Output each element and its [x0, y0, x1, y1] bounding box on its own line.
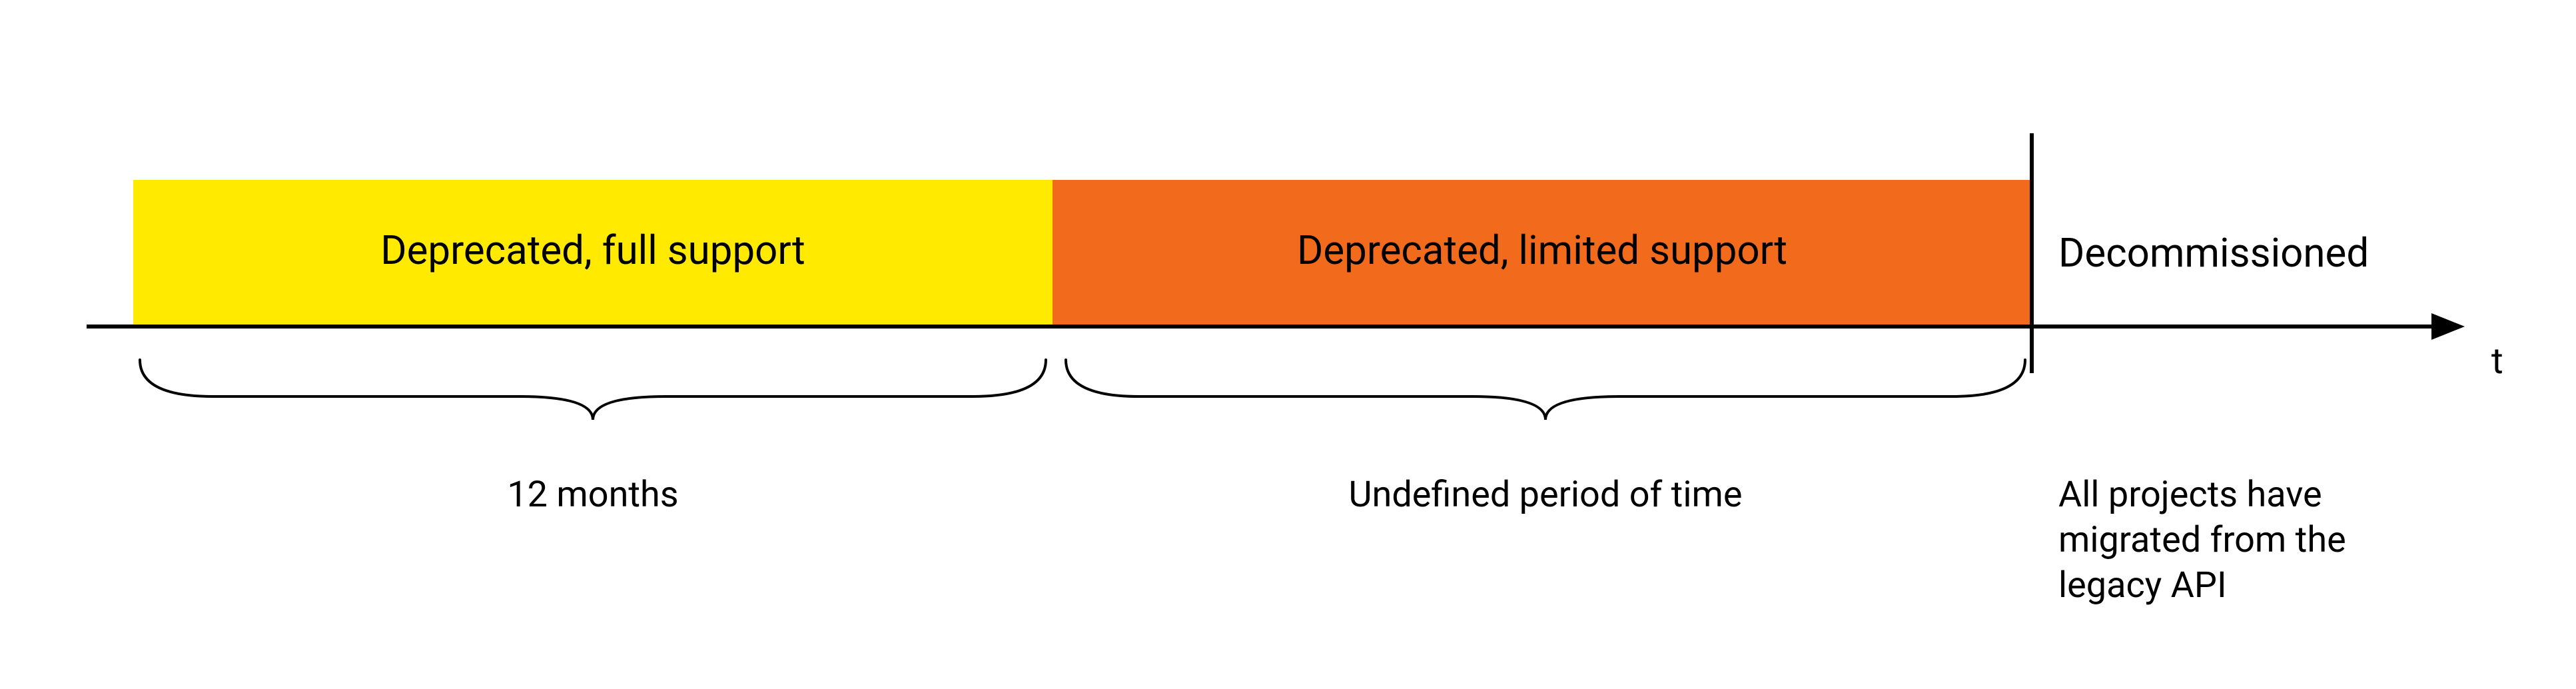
phase-label-limited: Deprecated, limited support [1297, 227, 1787, 274]
time-axis-arrowhead-icon [2431, 313, 2465, 340]
decommissioned-label: Decommissioned [2058, 229, 2369, 277]
decommissioned-note-line: All projects have [2058, 474, 2322, 516]
brace-caption-full_brace: 12 months [507, 474, 678, 516]
timeline-diagram: Deprecated, full support Deprecated, limi… [0, 0, 2576, 689]
brace-full_brace [140, 360, 1046, 420]
decommissioned-note-line: legacy API [2058, 564, 2227, 606]
brace-limited_brace [1066, 360, 2025, 420]
brace-caption-limited_brace: Undefined period of time [1349, 474, 1743, 516]
decommissioned-note-line: migrated from the [2058, 519, 2346, 561]
time-axis-label: t [2491, 341, 2503, 382]
phase-label-full: Deprecated, full support [380, 227, 805, 274]
